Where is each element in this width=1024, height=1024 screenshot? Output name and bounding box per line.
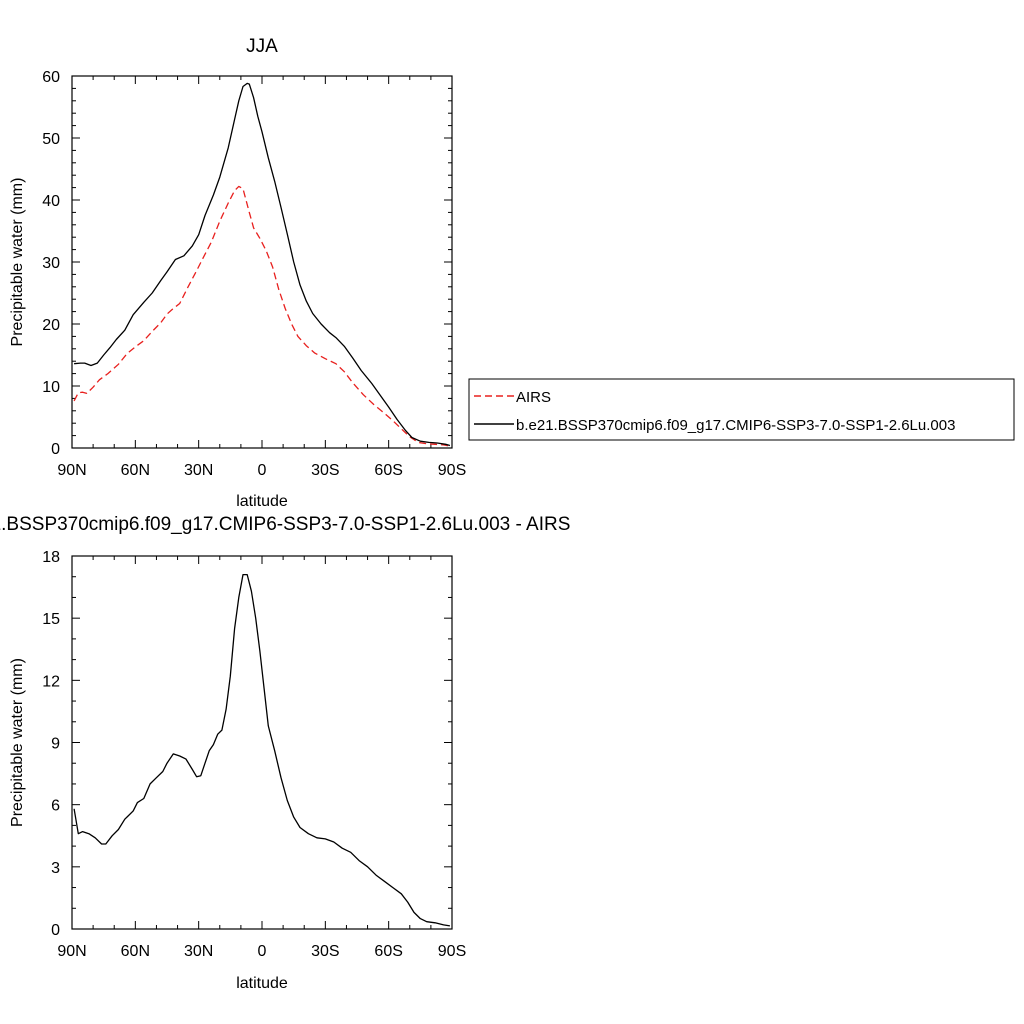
x-tick-label: 60N [121,462,150,479]
y-tick-label: 15 [42,611,60,628]
x-tick-labels: 90N 60N 30N 0 30S 60S 90S [57,943,466,960]
x-tick-labels: 90N 60N 30N 0 30S 60S 90S [57,462,466,479]
y-tick-labels: 0 10 20 30 40 50 60 [42,69,60,458]
y-tick-label: 20 [42,317,60,334]
legend-label-airs: AIRS [516,389,551,406]
x-tick-label: 90S [438,943,466,960]
series-lines [73,573,451,927]
series-line-airs [73,185,451,447]
panel-jja: JJA Precipitable water (mm) latitude 0 10… [9,36,466,510]
y-tick-label: 9 [51,736,60,753]
legend-label-model: b.e21.BSSP370cmip6.f09_g17.CMIP6-SSP3-7.… [516,417,955,434]
x-tick-label: 0 [258,462,267,479]
x-tick-label: 90N [57,943,86,960]
y-axis-label: Precipitable water (mm) [9,658,26,827]
y-tick-labels: 0 3 6 9 12 15 18 [42,549,60,939]
y-tick-label: 30 [42,255,60,272]
y-tick-label: 0 [51,922,60,939]
x-tick-label: 30N [184,943,213,960]
x-tick-label: 30S [311,462,339,479]
y-tick-label: 3 [51,860,60,877]
x-tick-label: 30N [184,462,213,479]
y-tick-label: 50 [42,131,60,148]
x-tick-label: 60S [374,943,402,960]
y-tick-label: 18 [42,549,60,566]
y-tick-label: 6 [51,798,60,815]
x-tick-label: 60S [374,462,402,479]
tick-marks [71,555,453,930]
legend-box [468,378,1015,441]
legend: AIRS b.e21.BSSP370cmip6.f09_g17.CMIP6-SS… [468,378,1015,441]
y-tick-label: 40 [42,193,60,210]
x-tick-label: 30S [311,943,339,960]
x-tick-label: 60N [121,943,150,960]
panel-difference: b.e21.BSSP370cmip6.f09_g17.CMIP6-SSP3-7.… [0,514,570,992]
chart-title: b.e21.BSSP370cmip6.f09_g17.CMIP6-SSP3-7.… [0,514,570,535]
plot-frame [71,75,453,449]
chart-title: JJA [246,36,278,57]
x-tick-label: 90S [438,462,466,479]
y-tick-label: 10 [42,379,60,396]
y-axis-label: Precipitable water (mm) [9,178,26,347]
y-tick-label: 12 [42,673,60,690]
x-axis-label: latitude [236,493,288,510]
x-axis-label: latitude [236,975,288,992]
x-tick-label: 90N [57,462,86,479]
x-tick-label: 0 [258,943,267,960]
y-tick-label: 0 [51,441,60,458]
series-line-model [74,82,451,447]
y-tick-label: 60 [42,69,60,86]
plot-frame [71,555,453,930]
series-line-difference [73,573,451,927]
series-lines [73,82,451,447]
